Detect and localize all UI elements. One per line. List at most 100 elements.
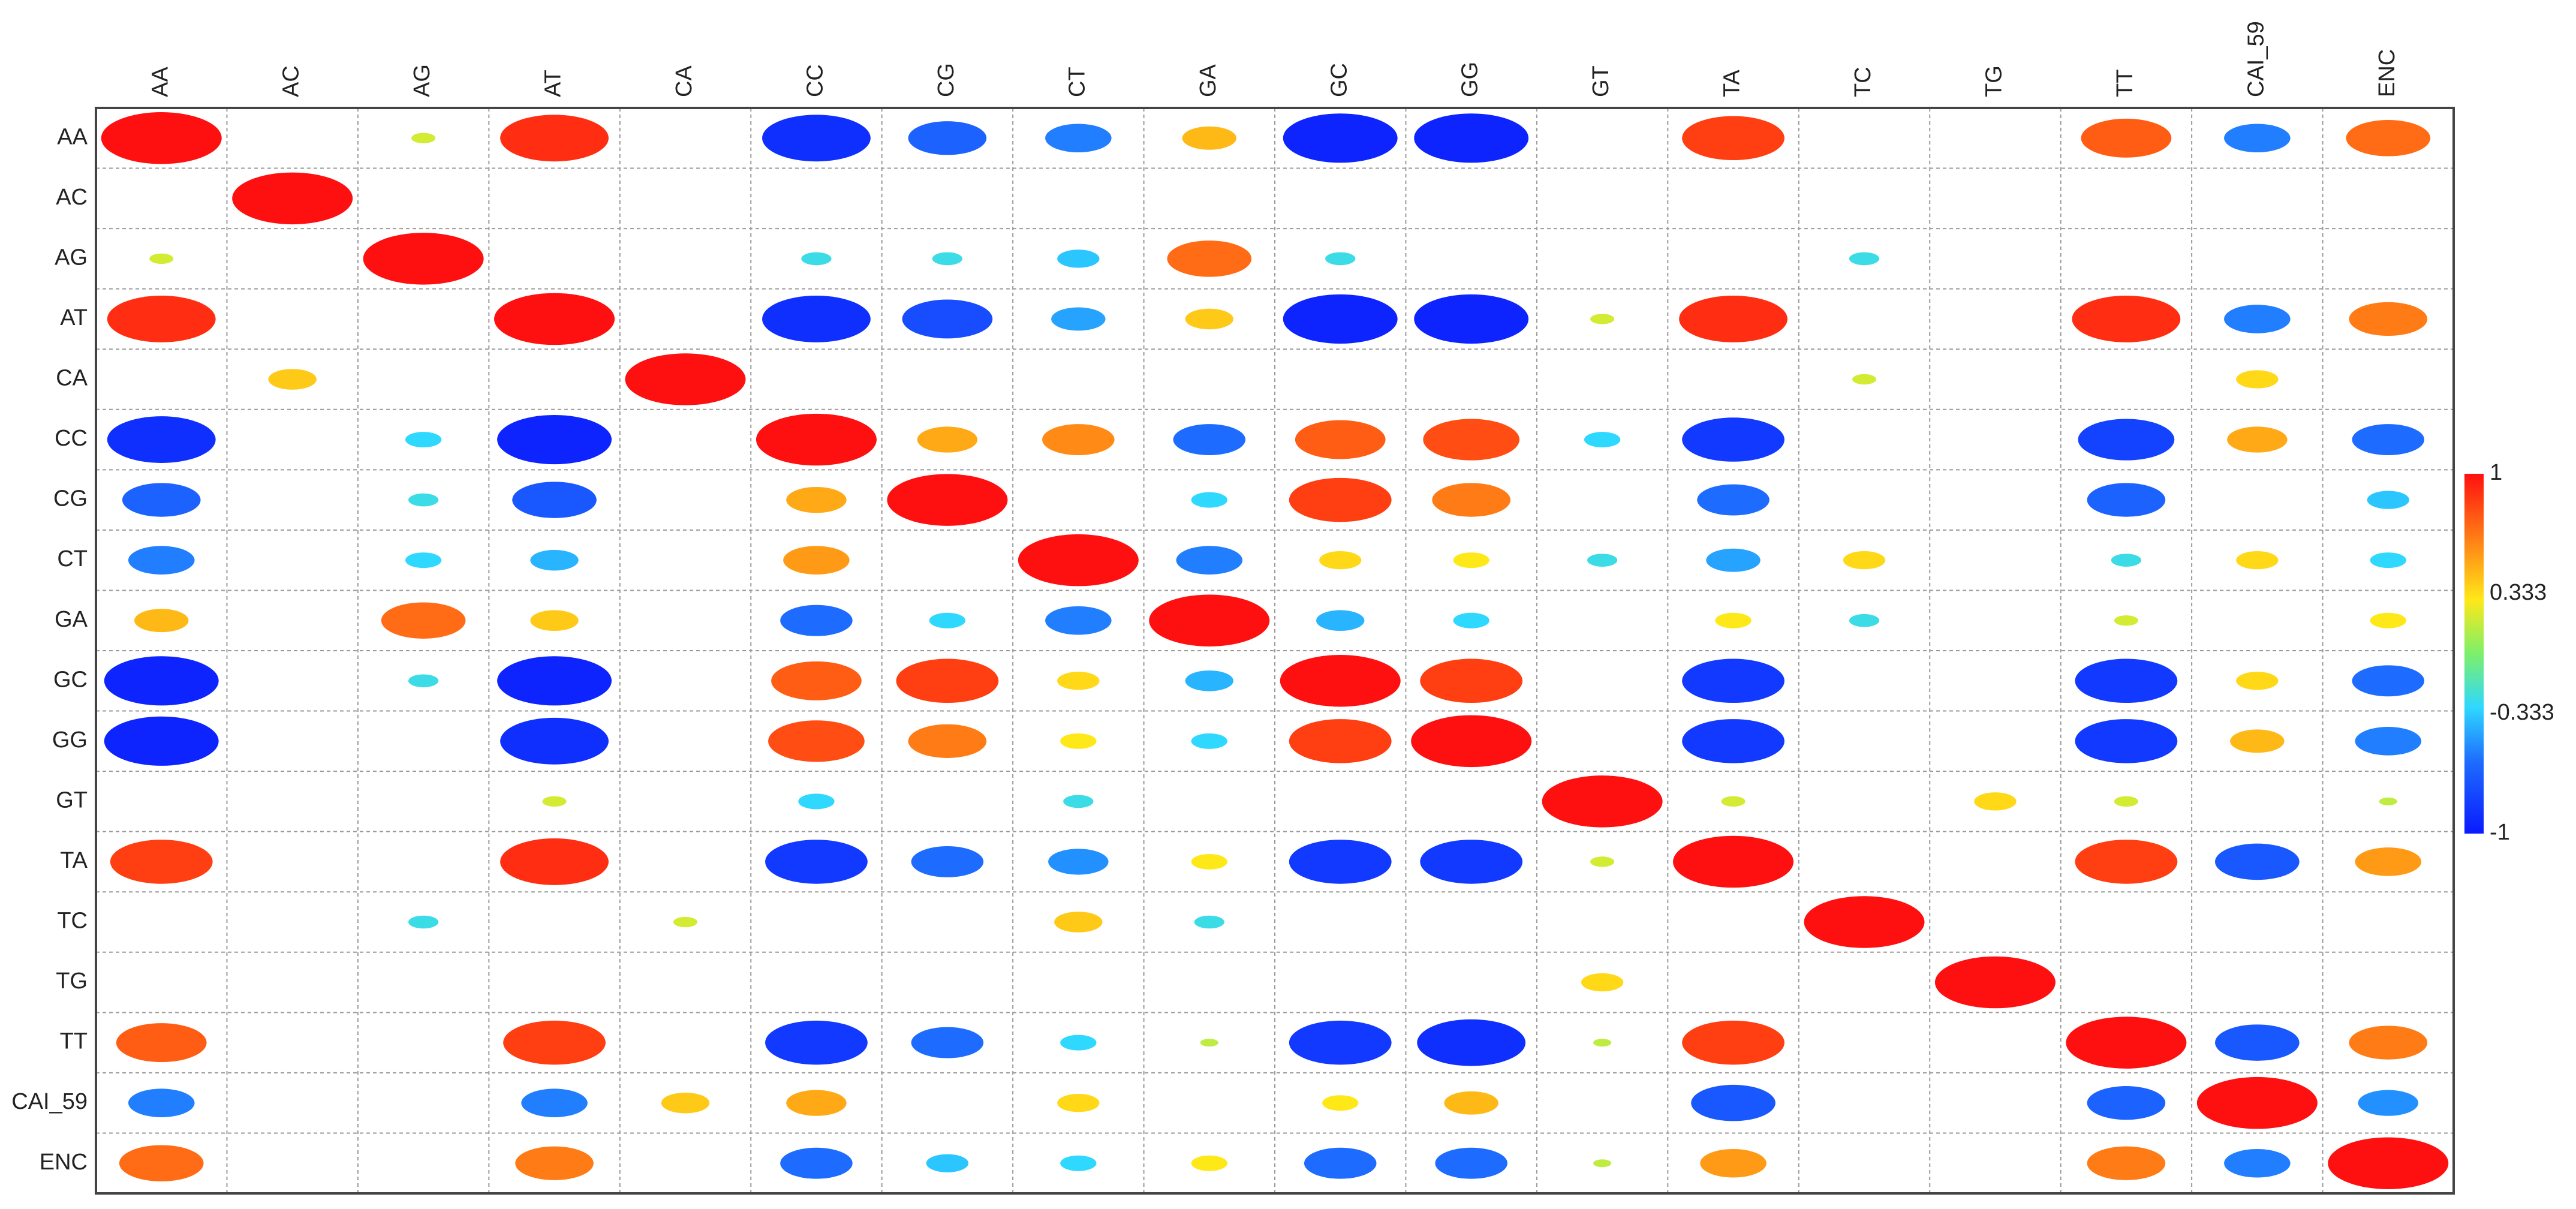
column-label-CAI_59: CAI_59: [2243, 21, 2268, 97]
column-label-AT: AT: [541, 70, 566, 97]
cell-ENC-TT: [2087, 1146, 2166, 1180]
cell-AG-CC: [801, 252, 832, 266]
cell-GG-CAI_59: [2230, 729, 2285, 753]
cell-TA-AA: [110, 840, 213, 884]
column-label-GT: GT: [1588, 65, 1614, 97]
cell-ENC-CG: [926, 1154, 969, 1172]
cell-ENC-AT: [515, 1146, 594, 1180]
cell-GG-CT: [1060, 733, 1097, 749]
cell-AT-CG: [902, 299, 993, 339]
cell-TT-TA: [1682, 1020, 1784, 1065]
cell-CC-TA: [1682, 417, 1784, 462]
cell-TC-GA: [1194, 915, 1224, 929]
cell-GT-CT: [1063, 795, 1094, 808]
column-label-TA: TA: [1720, 70, 1745, 97]
cell-TA-GT: [1590, 856, 1615, 867]
column-label-TG: TG: [1981, 65, 2006, 97]
cell-TT-GC: [1289, 1020, 1392, 1065]
cell-GA-GC: [1316, 610, 1365, 631]
cell-CC-GG: [1423, 419, 1520, 461]
cell-AA-GA: [1182, 126, 1236, 150]
cell-CG-AA: [122, 483, 201, 517]
cell-GG-TT: [2075, 719, 2178, 763]
row-label-TA: TA: [60, 848, 88, 873]
axis-labels: AA AA AC AC AG AG AT AT CA CA CC CC CG CG CT CT GA GA GC GC…: [11, 21, 2400, 1175]
cell-CG-AG: [408, 493, 439, 507]
row-label-CA: CA: [56, 366, 88, 391]
cell-TT-GA: [1200, 1039, 1218, 1047]
cell-ENC-GC: [1304, 1147, 1377, 1179]
cell-AT-CAI_59: [2224, 305, 2291, 333]
row-label-TC: TC: [57, 909, 88, 934]
cell-GT-CC: [798, 793, 835, 810]
cell-AG-GC: [1325, 252, 1356, 266]
plot-frame: [95, 107, 2455, 1195]
cell-GC-AG: [408, 674, 439, 688]
cell-GC-CT: [1057, 672, 1100, 690]
cell-GC-AT: [497, 656, 612, 706]
cell-AA-AT: [500, 115, 609, 162]
cell-GA-AT: [530, 610, 579, 631]
cell-GG-TA: [1682, 719, 1784, 763]
cell-CC-AT: [497, 414, 612, 465]
cell-GC-TT: [2075, 658, 2178, 703]
cell-CG-AT: [512, 482, 597, 518]
cell-CT-AT: [530, 549, 579, 571]
cell-TT-ENC: [2349, 1025, 2428, 1060]
cell-TT-TT: [2066, 1016, 2187, 1069]
cell-CAI_59-AA: [128, 1088, 195, 1117]
cell-GA-CT: [1045, 606, 1112, 635]
correlation-cells: [101, 112, 2449, 1189]
cell-GC-CAI_59: [2236, 672, 2279, 690]
cell-GC-CC: [771, 661, 862, 700]
cell-CC-GC: [1295, 420, 1386, 459]
cell-CT-TA: [1706, 548, 1761, 572]
cell-GA-GG: [1453, 612, 1489, 628]
cell-CT-ENC: [2370, 552, 2406, 569]
cell-GG-GG: [1411, 715, 1532, 768]
cell-GC-AA: [104, 656, 219, 706]
cell-AG-AA: [149, 253, 174, 264]
cell-TT-AT: [503, 1020, 606, 1065]
column-label-GC: GC: [1326, 63, 1352, 97]
cell-GG-AA: [104, 716, 219, 766]
row-label-ENC: ENC: [40, 1150, 88, 1175]
cell-AC-AC: [232, 172, 353, 225]
cell-GG-AT: [500, 717, 609, 765]
cell-CT-GC: [1319, 551, 1362, 570]
row-label-GA: GA: [55, 607, 88, 632]
cell-CC-CG: [917, 426, 978, 453]
cell-CA-CA: [625, 353, 746, 405]
cell-CAI_59-AT: [521, 1088, 588, 1117]
cell-CG-TT: [2087, 483, 2166, 517]
cell-ENC-TA: [1700, 1148, 1767, 1178]
cell-CAI_59-CA: [661, 1092, 710, 1114]
cell-CG-CG: [887, 474, 1008, 526]
cell-CT-TC: [1843, 551, 1886, 570]
cell-CC-AG: [405, 432, 442, 448]
cell-GA-CC: [780, 604, 853, 636]
cell-CG-GG: [1432, 483, 1510, 517]
colorbar-tick-label: -1: [2490, 820, 2510, 845]
row-label-AC: AC: [56, 185, 88, 210]
colorbar-tick-label: -0.333: [2490, 700, 2554, 725]
cell-CAI_59-TT: [2087, 1086, 2166, 1120]
cell-AG-CG: [932, 252, 963, 266]
cell-CG-TA: [1697, 484, 1770, 516]
cell-TA-CT: [1048, 849, 1109, 875]
column-label-GG: GG: [1458, 62, 1483, 97]
cell-CT-TT: [2111, 554, 2142, 567]
grid: [95, 107, 2455, 1195]
cell-CC-GT: [1584, 432, 1621, 448]
cell-CAI_59-ENC: [2358, 1090, 2419, 1116]
cell-GT-GT: [1542, 775, 1663, 828]
colorbar-tick-label: 0.333: [2490, 580, 2547, 605]
cell-TC-CT: [1054, 912, 1103, 933]
cell-CC-GA: [1173, 424, 1246, 455]
cell-TC-TC: [1804, 896, 1925, 948]
cell-CG-GA: [1191, 492, 1227, 508]
cell-CC-ENC: [2352, 424, 2425, 455]
cell-GC-CG: [896, 658, 999, 703]
cell-AA-CC: [762, 115, 871, 162]
cell-GT-AT: [542, 796, 567, 807]
